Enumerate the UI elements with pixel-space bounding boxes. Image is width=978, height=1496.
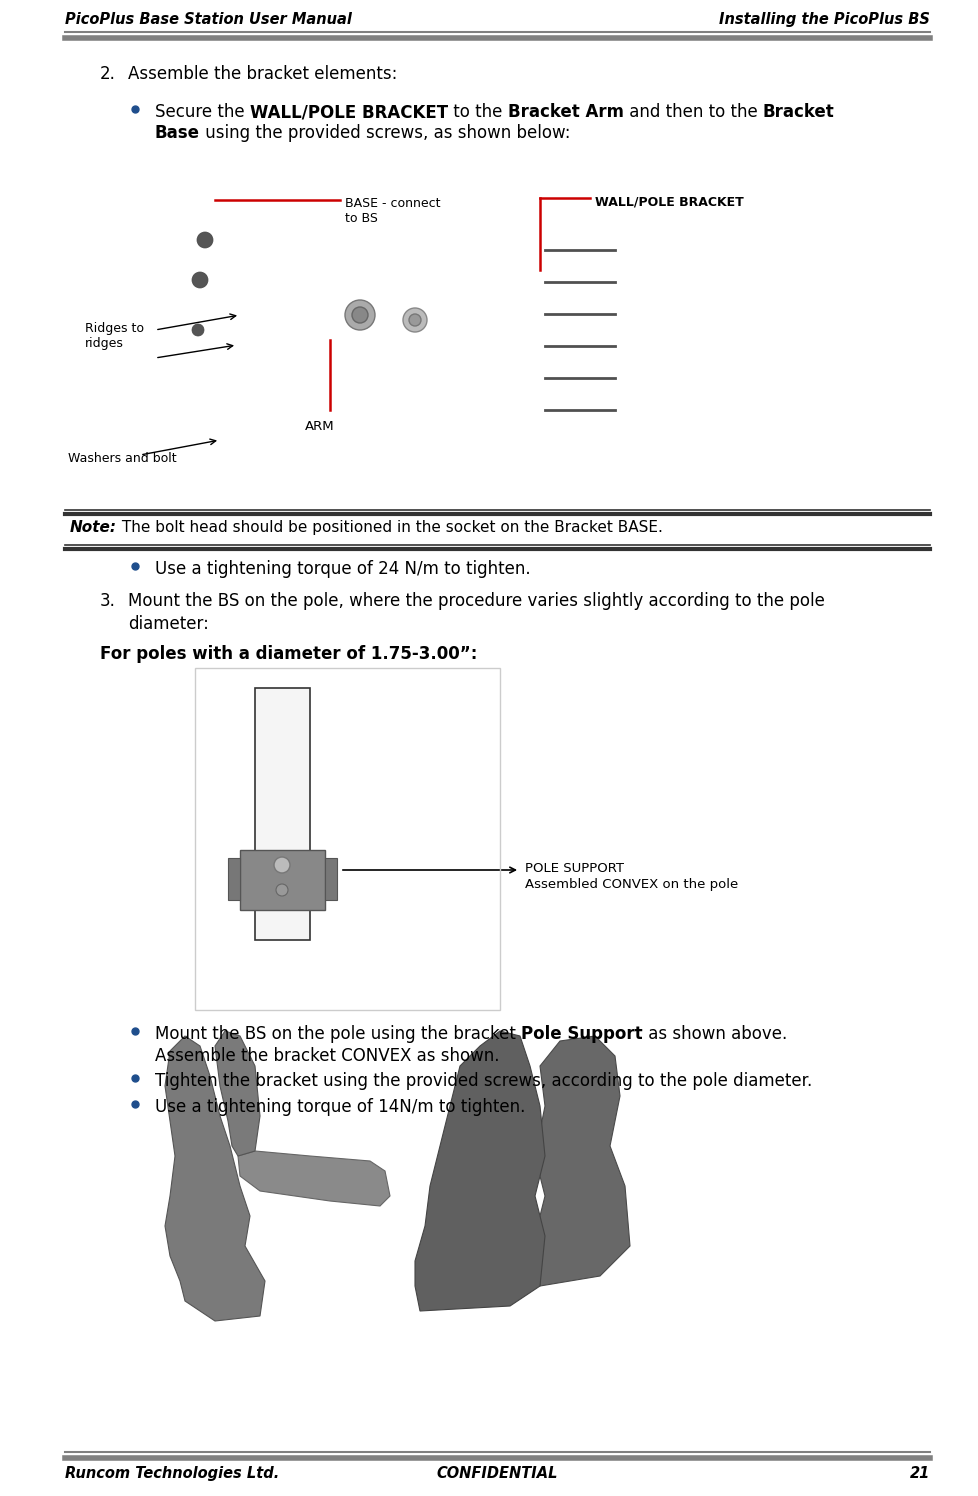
- Text: WALL/POLE BRACKET: WALL/POLE BRACKET: [249, 103, 448, 121]
- Text: For poles with a diameter of 1.75-3.00”:: For poles with a diameter of 1.75-3.00”:: [100, 645, 477, 663]
- Text: using the provided screws, as shown below:: using the provided screws, as shown belo…: [200, 124, 570, 142]
- Text: Use a tightening torque of 24 N/m to tighten.: Use a tightening torque of 24 N/m to tig…: [155, 560, 530, 577]
- Text: ARM: ARM: [305, 420, 334, 432]
- Circle shape: [197, 232, 213, 248]
- Text: PicoPlus Base Station User Manual: PicoPlus Base Station User Manual: [65, 12, 351, 27]
- Text: Use a tightening torque of 14N/m to tighten.: Use a tightening torque of 14N/m to tigh…: [155, 1098, 525, 1116]
- Text: Assemble the bracket CONVEX as shown.: Assemble the bracket CONVEX as shown.: [155, 1047, 499, 1065]
- Text: Note:: Note:: [70, 521, 117, 536]
- Text: CONFIDENTIAL: CONFIDENTIAL: [436, 1466, 557, 1481]
- Text: Ridges to
ridges: Ridges to ridges: [85, 322, 144, 350]
- Polygon shape: [240, 850, 325, 910]
- Text: 3.: 3.: [100, 592, 115, 610]
- Text: 21: 21: [909, 1466, 929, 1481]
- Polygon shape: [228, 859, 240, 901]
- Circle shape: [344, 301, 375, 331]
- Text: The bolt head should be positioned in the socket on the Bracket BASE.: The bolt head should be positioned in th…: [117, 521, 662, 536]
- Text: as shown above.: as shown above.: [643, 1025, 786, 1043]
- Circle shape: [192, 325, 203, 337]
- Text: 2.: 2.: [100, 64, 115, 82]
- Text: and then to the: and then to the: [623, 103, 762, 121]
- Polygon shape: [325, 859, 336, 901]
- Polygon shape: [215, 1031, 260, 1156]
- Polygon shape: [534, 1037, 630, 1287]
- Text: Assembled CONVEX on the pole: Assembled CONVEX on the pole: [524, 878, 737, 892]
- Bar: [195, 669, 500, 1010]
- Text: Secure the: Secure the: [155, 103, 249, 121]
- Circle shape: [274, 857, 289, 874]
- Text: to the: to the: [448, 103, 508, 121]
- Text: Bracket: Bracket: [762, 103, 833, 121]
- Polygon shape: [165, 1037, 265, 1321]
- Text: Installing the PicoPlus BS: Installing the PicoPlus BS: [719, 12, 929, 27]
- Polygon shape: [254, 688, 310, 939]
- Text: WALL/POLE BRACKET: WALL/POLE BRACKET: [595, 194, 743, 208]
- Text: BASE - connect
to BS: BASE - connect to BS: [344, 197, 440, 224]
- Text: Mount the BS on the pole using the bracket: Mount the BS on the pole using the brack…: [155, 1025, 520, 1043]
- Circle shape: [409, 314, 421, 326]
- Text: Mount the BS on the pole, where the procedure varies slightly according to the p: Mount the BS on the pole, where the proc…: [128, 592, 824, 610]
- Circle shape: [192, 272, 207, 289]
- Polygon shape: [238, 1150, 389, 1206]
- Text: diameter:: diameter:: [128, 615, 208, 633]
- Text: Tighten the bracket using the provided screws, according to the pole diameter.: Tighten the bracket using the provided s…: [155, 1073, 812, 1091]
- Text: POLE SUPPORT: POLE SUPPORT: [524, 862, 623, 875]
- Text: Base: Base: [155, 124, 200, 142]
- Polygon shape: [415, 1031, 545, 1310]
- Text: Assemble the bracket elements:: Assemble the bracket elements:: [128, 64, 397, 82]
- Text: Bracket Arm: Bracket Arm: [508, 103, 623, 121]
- Circle shape: [352, 307, 368, 323]
- Text: Pole Support: Pole Support: [520, 1025, 643, 1043]
- Text: Runcom Technologies Ltd.: Runcom Technologies Ltd.: [65, 1466, 279, 1481]
- Circle shape: [276, 884, 288, 896]
- Text: Washers and bolt: Washers and bolt: [67, 452, 176, 465]
- Circle shape: [403, 308, 426, 332]
